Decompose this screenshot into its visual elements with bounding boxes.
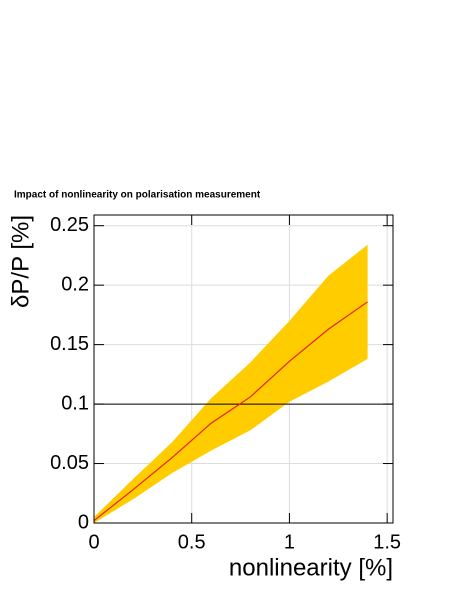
x-tick-label: 1 — [284, 531, 295, 553]
y-tick-label: 0.25 — [50, 214, 89, 236]
line — [93, 301, 368, 522]
plot-frame — [93, 214, 394, 524]
x-tick-label: 0 — [88, 531, 99, 553]
y-tick-label: 0.1 — [61, 392, 89, 414]
y-tick-label: 0.2 — [61, 273, 89, 295]
y-axis-title: δP/P [%] — [7, 215, 34, 308]
chart-title: Impact of nonlinearity on polarisation m… — [14, 190, 261, 201]
x-tick-label: 1.5 — [373, 531, 401, 553]
x-axis-title: nonlinearity [%] — [229, 554, 393, 581]
y-tick-label: 0.15 — [50, 333, 89, 355]
x-tick-label: 0.5 — [178, 531, 206, 553]
y-tick-label: 0.05 — [50, 452, 89, 474]
error-band — [94, 244, 368, 523]
y-tick-label: 0 — [78, 511, 89, 533]
